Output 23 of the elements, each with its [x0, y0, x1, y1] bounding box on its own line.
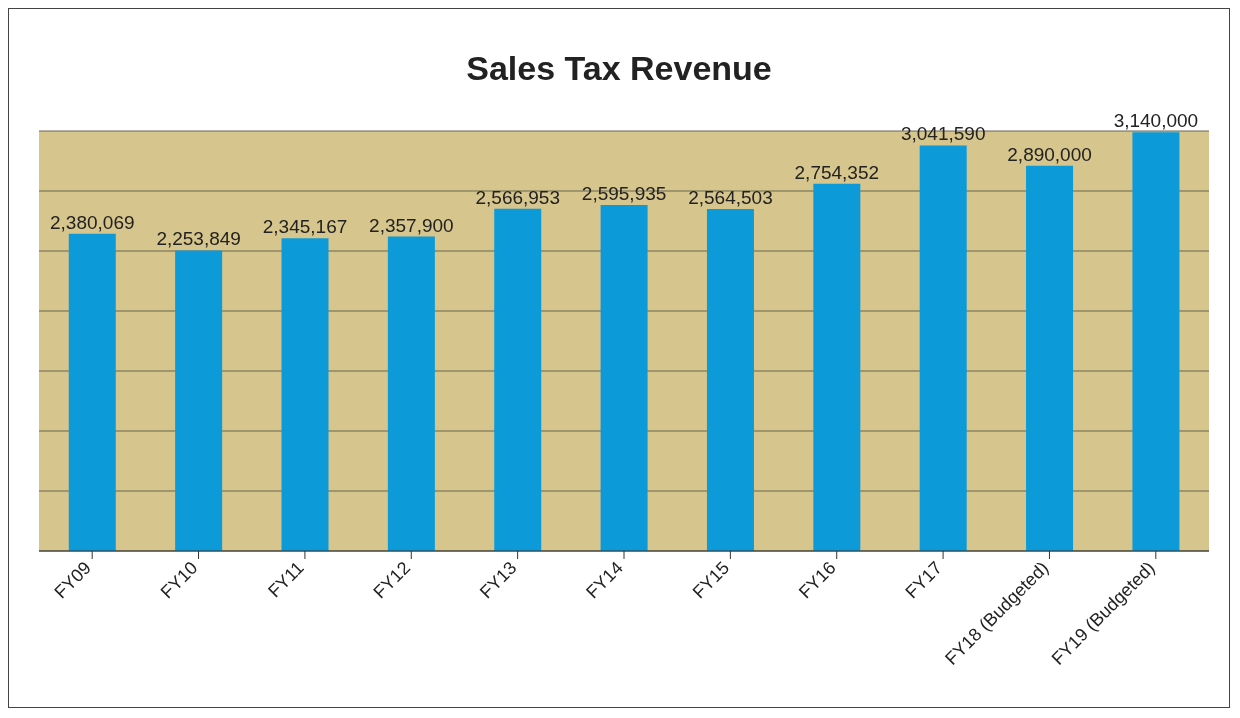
- data-label: 2,754,352: [794, 161, 880, 183]
- bar: [175, 250, 223, 551]
- data-label: 2,345,167: [262, 216, 348, 238]
- data-label: 2,380,069: [50, 211, 135, 233]
- data-label: 2,595,935: [581, 182, 667, 204]
- bar: [494, 208, 542, 551]
- data-label: 3,041,590: [900, 123, 986, 145]
- data-label: 2,890,000: [1007, 143, 1092, 165]
- data-label: 3,140,000: [1113, 110, 1199, 132]
- bar: [68, 233, 116, 551]
- bar: [1026, 165, 1074, 551]
- bar: [600, 204, 648, 551]
- data-label: 2,357,900: [369, 214, 454, 236]
- data-label: 2,566,953: [475, 186, 560, 208]
- chart-title: Sales Tax Revenue: [465, 48, 773, 89]
- bar: [387, 236, 435, 551]
- bar: [706, 209, 754, 551]
- bar: [919, 145, 967, 551]
- bar: [1132, 132, 1180, 551]
- data-label: 2,564,503: [688, 187, 773, 209]
- bar: [281, 238, 329, 551]
- data-label: 2,253,849: [156, 228, 241, 250]
- bar: [813, 183, 861, 551]
